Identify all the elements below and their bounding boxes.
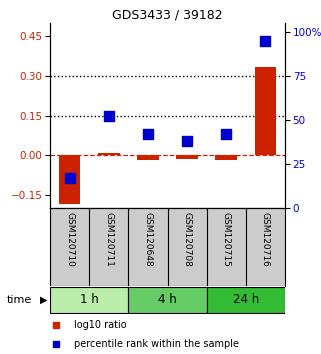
Point [263,38,268,44]
Text: GSM120711: GSM120711 [104,212,113,267]
Text: time: time [6,295,32,305]
Text: log10 ratio: log10 ratio [74,320,127,330]
Text: GSM120716: GSM120716 [261,212,270,267]
Bar [207,287,285,313]
Bar [176,155,198,159]
Text: GSM120708: GSM120708 [183,212,192,267]
Bar [59,155,80,204]
Text: GSM120715: GSM120715 [222,212,231,267]
Bar [50,287,128,313]
Bar [215,155,237,160]
Title: GDS3433 / 39182: GDS3433 / 39182 [112,9,223,22]
Text: GSM120648: GSM120648 [143,212,152,267]
Point [185,138,190,144]
Text: GSM120710: GSM120710 [65,212,74,267]
Text: 24 h: 24 h [233,293,259,306]
Point [145,131,151,137]
Bar [255,67,276,155]
Point [106,114,111,119]
Bar [128,287,207,313]
Text: ▶: ▶ [40,295,48,305]
Bar [137,155,159,160]
Text: 4 h: 4 h [158,293,177,306]
Point [224,131,229,137]
Text: 1 h: 1 h [80,293,99,306]
Text: percentile rank within the sample: percentile rank within the sample [74,339,239,349]
Bar [98,153,119,155]
Point [67,175,72,181]
